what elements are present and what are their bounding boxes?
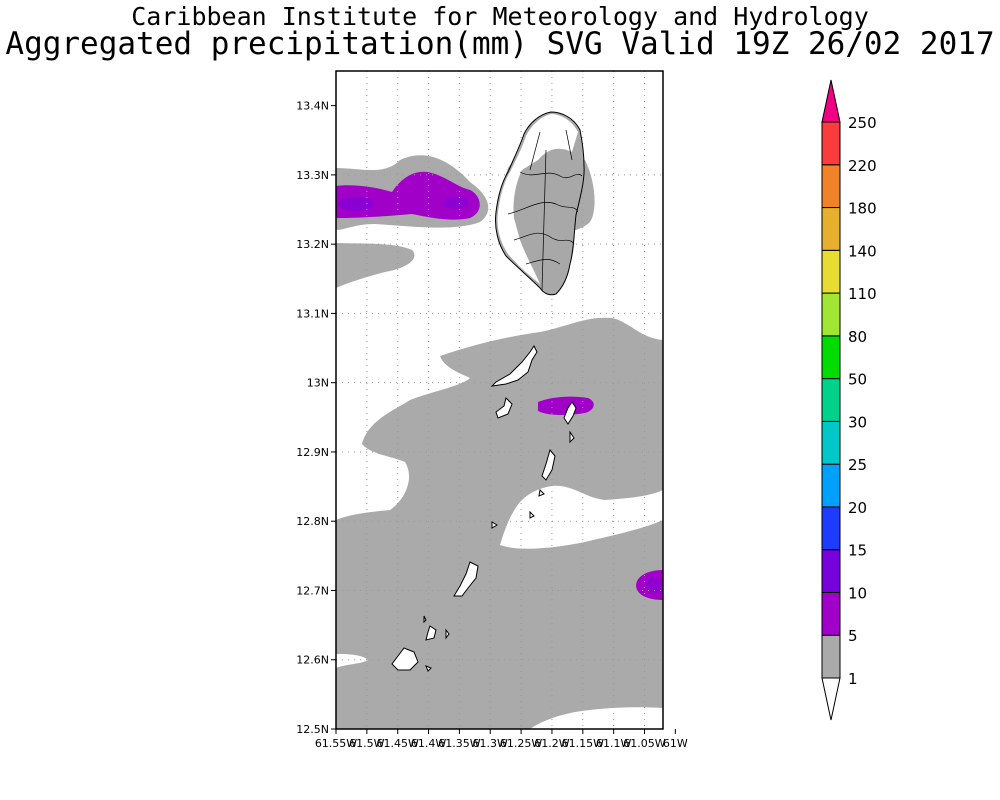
- lat-tick-label: 13.2N: [296, 238, 329, 251]
- island-islet-2: [569, 430, 575, 444]
- colorbar-swatch: [821, 549, 841, 593]
- precip-area-light-west: [336, 243, 415, 288]
- colorbar-label: 25: [848, 456, 867, 474]
- island-carriacou: [391, 647, 419, 671]
- island-islet-9: [425, 665, 432, 672]
- island-mustique: [563, 401, 577, 425]
- lon-tick-label: 61.4W: [411, 737, 446, 750]
- island-union: [453, 561, 479, 597]
- lat-tick-label: 13.1N: [296, 307, 329, 320]
- precip-core-west: [338, 197, 374, 211]
- lon-tick-label: 61.35W: [438, 737, 480, 750]
- colorbar-swatch: [821, 292, 841, 337]
- lon-tick-label: 61.3W: [473, 737, 508, 750]
- colorbar-swatch: [821, 335, 841, 380]
- lat-tick-label: 12.8N: [296, 515, 329, 528]
- colorbar-swatch: [821, 634, 841, 679]
- map-gridlines: [336, 71, 663, 729]
- island-islet-8: [445, 628, 450, 640]
- colorbar-label: 10: [848, 584, 867, 602]
- colorbar-swatch: [821, 378, 841, 422]
- colorbar-label: 1: [848, 670, 858, 688]
- colorbar-label: 15: [848, 542, 867, 560]
- lon-tick-label: 61.45W: [377, 737, 419, 750]
- colorbar-swatch: [821, 121, 841, 166]
- lon-tick-label: 61.55W: [315, 737, 357, 750]
- colorbar-label: 110: [848, 285, 877, 303]
- lat-tick-label: 13.4N: [296, 100, 329, 113]
- colorbar-swatch: [821, 463, 841, 508]
- colorbar-label: 5: [848, 627, 858, 645]
- precip-area-moderate-north: [336, 171, 480, 220]
- lon-tick-label: 61.05W: [623, 737, 665, 750]
- precip-core-east: [646, 577, 662, 593]
- latitude-axis: 13.4N 13.3N 13.2N 13.1N 13N 12.9N 12.8N 12.7N 12…: [296, 100, 336, 736]
- island-islet-4: [491, 521, 498, 529]
- institute-title: Caribbean Institute for Meteorology and …: [131, 2, 869, 31]
- island-islet-7: [425, 625, 437, 641]
- longitude-axis: 61.55W61.5W61.45W61.4W61.35W61.3W61.25W6…: [315, 729, 688, 750]
- lat-tick-label: 12.5N: [296, 723, 329, 736]
- lat-tick-label: 12.9N: [296, 446, 329, 459]
- map-frame: [335, 70, 664, 730]
- colorbar-swatch: [821, 420, 841, 465]
- lon-tick-label: 61.5W: [349, 737, 384, 750]
- product-title: Aggregated precipitation(mm) SVG Valid 1…: [5, 26, 995, 62]
- colorbar-swatch: [821, 164, 841, 209]
- island-canouan: [541, 448, 556, 481]
- lon-tick-label: 61.1W: [596, 737, 631, 750]
- lon-tick-label: 61.2W: [534, 737, 569, 750]
- colorbar-label: 30: [848, 413, 867, 431]
- lat-tick-label: 13.3N: [296, 169, 329, 182]
- colorbar-label: 80: [848, 328, 867, 346]
- island-islet-6: [423, 615, 427, 624]
- lat-tick-label: 12.7N: [296, 584, 329, 597]
- island-st-vincent-ridges: [507, 129, 583, 291]
- precip-core-central: [444, 197, 468, 209]
- island-islet-3: [538, 488, 545, 497]
- colorbar-label: 180: [848, 200, 877, 218]
- lat-tick-label: 12.6N: [296, 654, 329, 667]
- lon-tick-label: 61W: [663, 737, 688, 750]
- colorbar-lower-triangle: [821, 677, 841, 721]
- island-bequia: [490, 345, 538, 387]
- island-islet-1: [495, 397, 513, 419]
- colorbar-swatch: [821, 591, 841, 636]
- precipitation-field: [336, 71, 663, 729]
- colorbar-label: 140: [848, 242, 877, 260]
- island-islet-5: [529, 510, 535, 519]
- colorbar-swatch: [821, 207, 841, 251]
- colorbar-label: 50: [848, 371, 867, 389]
- lon-tick-label: 61.15W: [562, 737, 604, 750]
- islands-grenadines: [391, 345, 577, 672]
- colorbar-upper-triangle: [821, 79, 841, 123]
- precip-area-light-south: [336, 317, 663, 729]
- island-st-vincent-white-coast: [497, 114, 578, 284]
- lat-tick-label: 13N: [307, 377, 329, 390]
- colorbar-label: 250: [848, 114, 877, 132]
- colorbar-label: 20: [848, 499, 867, 517]
- colorbar-swatch: [821, 506, 841, 551]
- colorbar-label: 220: [848, 157, 877, 175]
- precip-area-moderate-east: [636, 570, 663, 600]
- colorbar-swatch: [821, 249, 841, 294]
- lon-tick-label: 61.25W: [500, 737, 542, 750]
